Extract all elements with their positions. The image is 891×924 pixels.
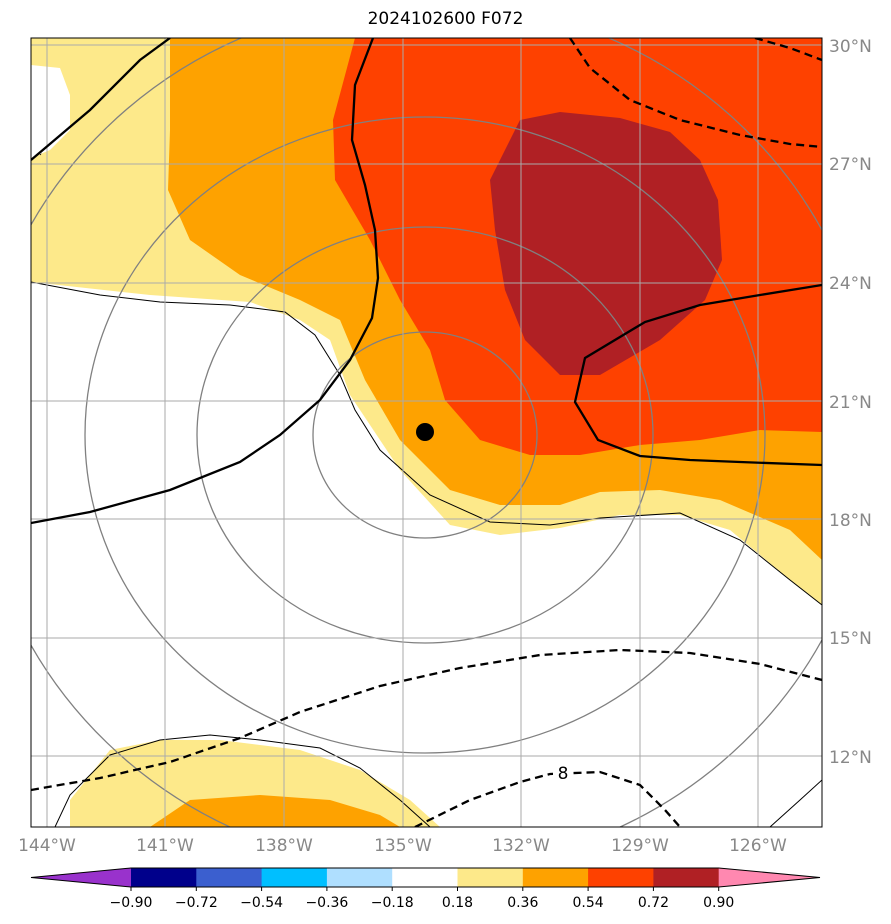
colorbar-segment	[326, 868, 393, 887]
map-title: 2024102600 F072	[367, 9, 524, 29]
colorbar-segment	[261, 868, 328, 887]
lat-label-15n: 15°N	[829, 629, 872, 649]
colorbar-tick-label: 0.18	[442, 895, 473, 911]
lon-label-141w: 141°W	[136, 836, 194, 856]
lat-label-27n: 27°N	[829, 155, 872, 175]
dashed-contour-northeast-2	[754, 38, 822, 62]
colorbar-segment	[588, 868, 654, 887]
lat-label-18n: 18°N	[829, 511, 872, 531]
lat-label-21n: 21°N	[829, 393, 872, 413]
colorbar-tick-label: −0.72	[175, 895, 218, 911]
dashed-contour-south	[414, 770, 681, 827]
colorbar: −0.90 −0.72 −0.54 −0.36 −0.18 0.18 0.36 0.54 0.7…	[30, 867, 821, 911]
solid-contour-east	[573, 283, 822, 467]
dashed-contour-west	[31, 648, 822, 792]
colorbar-segment	[131, 868, 197, 887]
colorbar-tick-label: −0.90	[110, 895, 153, 911]
solid-contour-northwest	[31, 38, 171, 161]
contour-label-bg	[553, 763, 573, 781]
thin-contour-west	[31, 281, 822, 606]
colorbar-tick-label: 0.72	[638, 895, 669, 911]
range-circles	[31, 38, 822, 827]
lon-label-138w: 138°W	[255, 836, 313, 856]
dashed-contours	[31, 38, 822, 827]
colorbar-tick-label: 0.54	[573, 895, 604, 911]
solid-contours	[31, 38, 822, 525]
colorbar-extend-low	[31, 868, 131, 887]
longitude-labels: 144°W 141°W 138°W 135°W 132°W 129°W 126°…	[18, 836, 787, 856]
colorbar-segment	[457, 868, 524, 887]
colorbar-segment	[522, 868, 589, 887]
colorbar-segment	[653, 868, 720, 887]
colorbar-tick-label: 0.36	[507, 895, 538, 911]
lat-label-24n: 24°N	[829, 274, 872, 294]
colorbar-extend-high	[718, 868, 820, 887]
lat-label-12n: 12°N	[829, 748, 872, 768]
lon-label-144w: 144°W	[18, 836, 76, 856]
lat-label-30n: 30°N	[829, 37, 872, 57]
solid-contour-central	[31, 38, 380, 525]
dashed-contour-northeast	[569, 38, 822, 149]
lon-label-132w: 132°W	[492, 836, 550, 856]
fill-dark-red	[490, 112, 722, 375]
colorbar-tick-label: −0.36	[305, 895, 348, 911]
thin-contour-south	[54, 734, 431, 827]
map-plot-area: 8	[31, 38, 822, 827]
colorbar-segment	[196, 868, 263, 887]
lon-label-135w: 135°W	[374, 836, 432, 856]
latitude-labels: 30°N 27°N 24°N 21°N 18°N 15°N 12°N	[829, 37, 872, 768]
colorbar-tick-label: −0.54	[240, 895, 283, 911]
lon-label-126w: 126°W	[729, 836, 787, 856]
colorbar-segment	[392, 868, 458, 887]
lon-label-129w: 129°W	[611, 836, 669, 856]
colorbar-tick-label: −0.18	[371, 895, 414, 911]
contour-label: 8	[558, 764, 569, 784]
thin-contour-southeast	[769, 779, 822, 827]
storm-center-marker	[416, 423, 434, 441]
colorbar-tick-label: 0.90	[703, 895, 734, 911]
map-frame	[30, 37, 823, 828]
